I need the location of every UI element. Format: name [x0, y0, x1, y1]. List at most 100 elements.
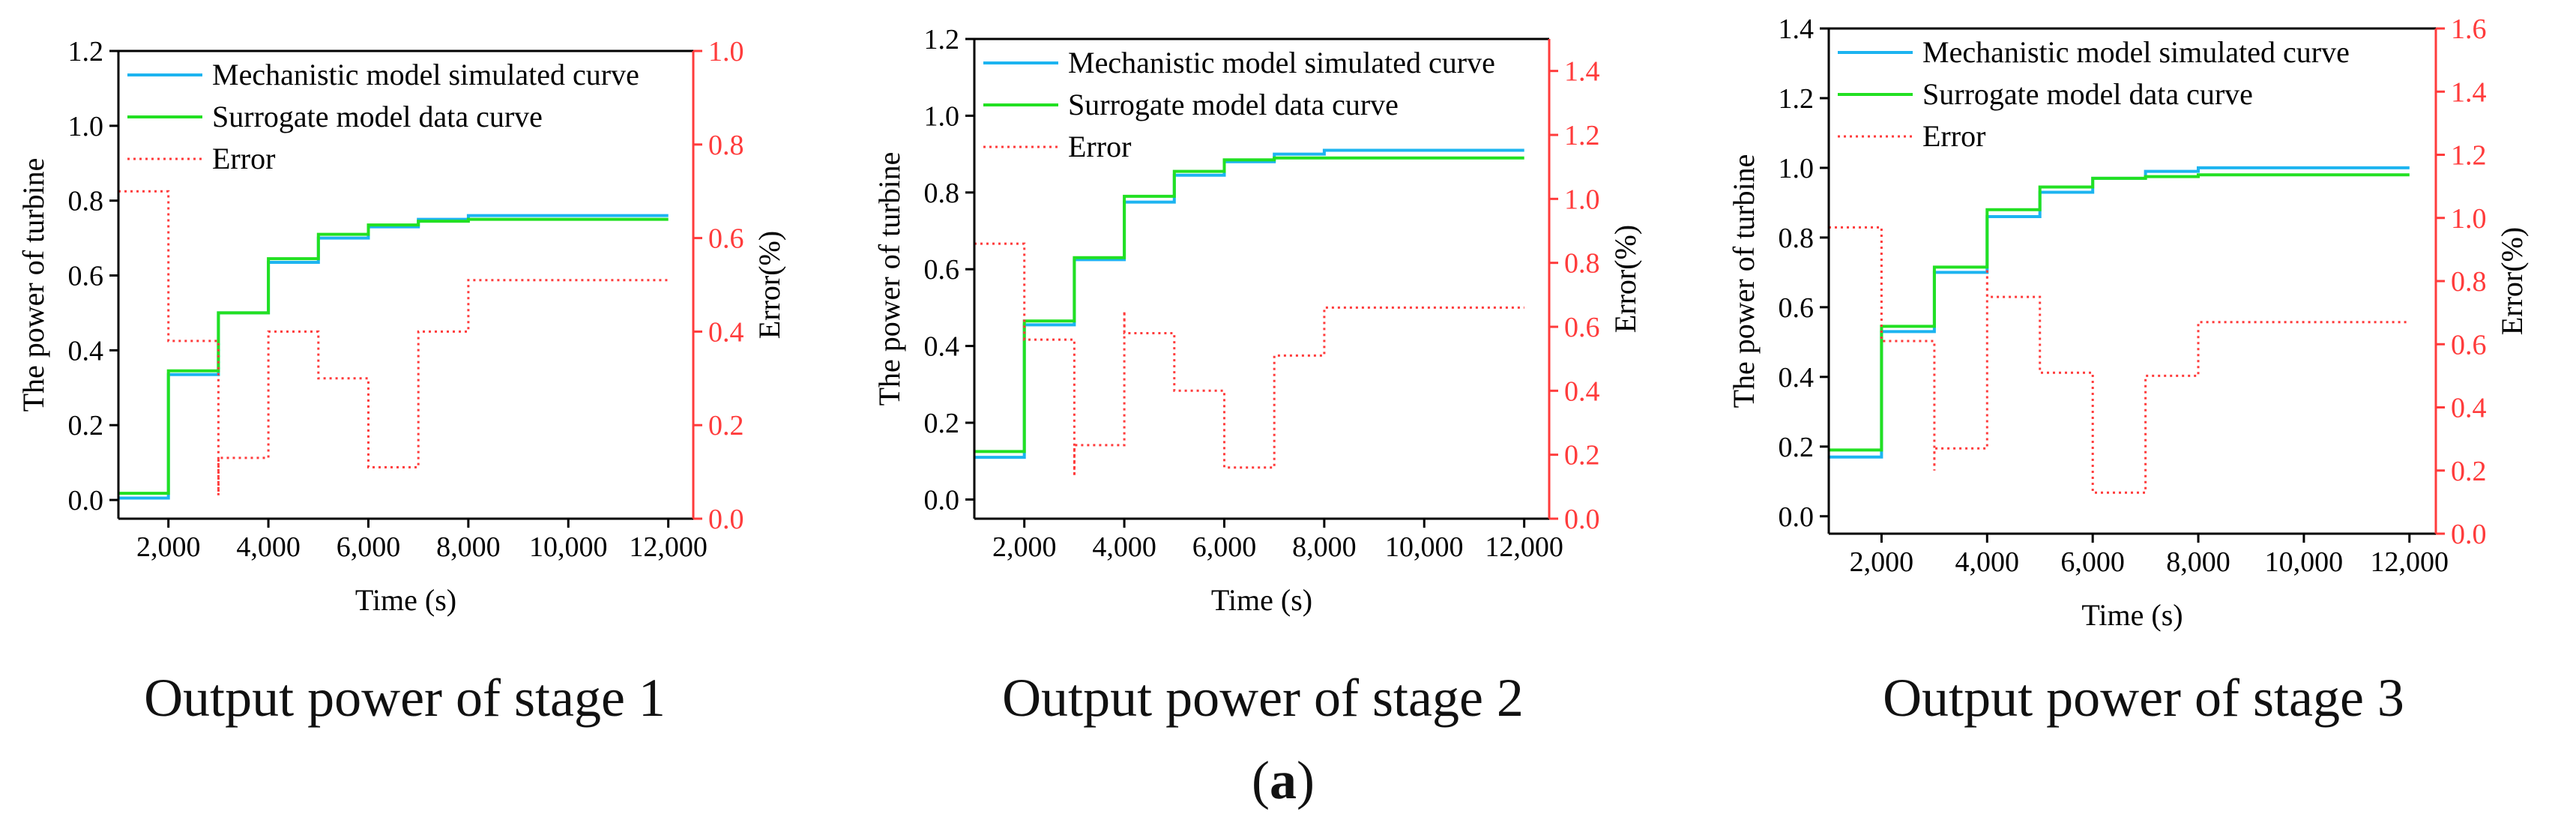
panel-title-stage-3: Output power of stage 3 — [1883, 668, 2404, 728]
stage-1-y2-tick-label: 0.4 — [708, 316, 744, 348]
stage-1-x-tick-label: 10,000 — [529, 531, 608, 563]
stage-2-legend-label: Surrogate model data curve — [1068, 88, 1399, 121]
stage-3-y2-tick-label: 0.6 — [2451, 329, 2487, 361]
stage-1-x-axis-title: Time (s) — [355, 583, 456, 617]
chart-stage-1: 2,000 4,000 6,000 8,000 10,000 12,0000.00.20.… — [16, 36, 786, 617]
stage-3-y-tick-label: 0.6 — [1779, 292, 1815, 324]
stage-2-x-tick-label: 4,000 — [1092, 531, 1156, 563]
stage-1-y2-tick-label: 0.0 — [708, 504, 744, 535]
stage-2-y-axis-title: The power of turbine — [872, 152, 906, 406]
stage-2-x-tick-label: 12,000 — [1485, 531, 1563, 563]
stage-3-y2-tick-label: 1.2 — [2451, 140, 2487, 172]
stage-1-series-mechanistic-line — [118, 214, 669, 500]
stage-3-legend-label: Error — [1922, 119, 1985, 153]
stage-3-y2-axis-title: Error(%) — [2495, 227, 2529, 335]
stage-2-series-error-line — [974, 242, 1524, 475]
stage-2-legend-label: Mechanistic model simulated curve — [1068, 46, 1495, 79]
stage-1-x-tick-label: 2,000 — [136, 531, 201, 563]
stage-2-y-tick-label: 0.4 — [924, 331, 960, 363]
stage-2-y-tick-label: 1.2 — [924, 24, 960, 55]
stage-2-y2-tick-label: 0.4 — [1564, 376, 1600, 407]
stage-1-y-tick-label: 0.0 — [68, 485, 104, 516]
panel-title-stage-1: Output power of stage 1 — [144, 668, 666, 728]
panel-title-stage-2: Output power of stage 2 — [1002, 668, 1524, 728]
stage-1-x-tick-label: 8,000 — [436, 531, 501, 563]
stage-2-legend-label: Error — [1068, 130, 1131, 163]
stage-2-y-tick-label: 0.2 — [924, 408, 960, 439]
stage-2-y2-tick-label: 0.2 — [1564, 440, 1600, 471]
stage-2-y2-tick-label: 0.0 — [1564, 504, 1600, 535]
stage-3-y2-tick-label: 1.0 — [2451, 203, 2487, 235]
figure-label-open: ( — [1252, 750, 1270, 810]
stage-2-y2-tick-label: 0.6 — [1564, 312, 1600, 343]
stage-3-y2-tick-label: 1.4 — [2451, 76, 2487, 108]
stage-3-y-tick-label: 0.2 — [1779, 432, 1815, 463]
stage-1-y-tick-label: 0.4 — [68, 335, 104, 367]
stage-3-y2-tick-label: 0.8 — [2451, 266, 2487, 298]
figure-label: (a) — [1252, 750, 1315, 810]
stage-3-y2-tick-label: 1.6 — [2451, 13, 2487, 45]
figure-label-close: ) — [1297, 750, 1315, 810]
stage-1-x-tick-label: 12,000 — [629, 531, 708, 563]
stage-1-y2-tick-label: 0.6 — [708, 223, 744, 255]
stage-3-x-axis-title: Time (s) — [2081, 598, 2183, 632]
stage-1-y-tick-label: 0.8 — [68, 186, 104, 217]
stage-1-y-tick-label: 0.2 — [68, 410, 104, 441]
stage-3-y2-tick-label: 0.0 — [2451, 519, 2487, 550]
stage-2-y2-axis-title: Error(%) — [1608, 225, 1642, 333]
stage-2-y2-tick-label: 1.4 — [1564, 56, 1600, 88]
stage-2-y-tick-label: 1.0 — [924, 100, 960, 132]
stage-3-x-tick-label: 2,000 — [1850, 546, 1914, 578]
stage-2-y2-tick-label: 1.0 — [1564, 184, 1600, 215]
stage-1-y2-axis-title: Error(%) — [752, 231, 786, 339]
stage-1-x-tick-label: 4,000 — [236, 531, 301, 563]
stage-2-y2-tick-label: 1.2 — [1564, 120, 1600, 151]
stage-3-y-tick-label: 1.4 — [1779, 13, 1815, 45]
stage-1-y2-tick-label: 0.8 — [708, 130, 744, 161]
stage-1-y2-tick-label: 0.2 — [708, 410, 744, 441]
stage-3-y-tick-label: 1.2 — [1779, 83, 1815, 115]
stage-3-y2-tick-label: 0.4 — [2451, 393, 2487, 424]
stage-3-y-tick-label: 0.8 — [1779, 223, 1815, 254]
stage-2-y-tick-label: 0.8 — [924, 178, 960, 209]
stage-2-series-surrogate-line — [974, 156, 1524, 453]
stage-1-y-tick-label: 1.0 — [68, 111, 104, 142]
figure-label-letter: a — [1270, 750, 1297, 810]
stage-3-y2-tick-label: 0.2 — [2451, 456, 2487, 487]
stage-3-series-mechanistic-line — [1829, 166, 2410, 459]
stage-3-legend-label: Mechanistic model simulated curve — [1922, 35, 2350, 69]
stage-3-x-tick-label: 6,000 — [2060, 546, 2125, 578]
stage-1-x-tick-label: 6,000 — [337, 531, 401, 563]
stage-3-series-surrogate-line — [1829, 173, 2410, 452]
stage-3-x-tick-label: 12,000 — [2371, 546, 2449, 578]
stage-3-series-error-line — [1829, 226, 2410, 494]
stage-1-y-tick-label: 1.2 — [68, 36, 104, 67]
stage-3-y-tick-label: 1.0 — [1779, 153, 1815, 184]
chart-stage-2: 2,000 4,000 6,000 8,000 10,000 12,0000.00.20.… — [872, 24, 1642, 617]
stage-2-y2-tick-label: 0.8 — [1564, 248, 1600, 280]
stage-1-series-surrogate-line — [118, 217, 669, 495]
stage-2-x-tick-label: 10,000 — [1385, 531, 1464, 563]
stage-3-legend-label: Surrogate model data curve — [1922, 77, 2253, 111]
chart-stage-3: 2,000 4,000 6,000 8,000 10,000 12,0000.00.20.… — [1727, 13, 2529, 632]
stage-1-legend-label: Surrogate model data curve — [212, 100, 543, 133]
stage-3-x-tick-label: 10,000 — [2265, 546, 2344, 578]
stage-1-series-error-line — [118, 190, 669, 497]
stage-2-y-tick-label: 0.0 — [924, 484, 960, 516]
stage-2-x-tick-label: 8,000 — [1292, 531, 1357, 563]
stage-1-legend-label: Mechanistic model simulated curve — [212, 58, 639, 91]
stage-3-y-axis-title: The power of turbine — [1727, 154, 1761, 409]
stage-2-x-tick-label: 2,000 — [992, 531, 1057, 563]
stage-1-y-axis-title: The power of turbine — [16, 158, 50, 412]
stage-1-legend-label: Error — [212, 142, 275, 175]
stage-3-x-tick-label: 8,000 — [2166, 546, 2230, 578]
stage-2-series-mechanistic-line — [974, 148, 1524, 459]
stage-2-x-tick-label: 6,000 — [1192, 531, 1257, 563]
stage-3-y-tick-label: 0.4 — [1779, 362, 1815, 394]
stage-3-x-tick-label: 4,000 — [1955, 546, 2020, 578]
stage-1-y2-tick-label: 1.0 — [708, 36, 744, 67]
stage-3-y-tick-label: 0.0 — [1779, 501, 1815, 533]
stage-2-y-tick-label: 0.6 — [924, 254, 960, 286]
stage-1-y-tick-label: 0.6 — [68, 261, 104, 292]
